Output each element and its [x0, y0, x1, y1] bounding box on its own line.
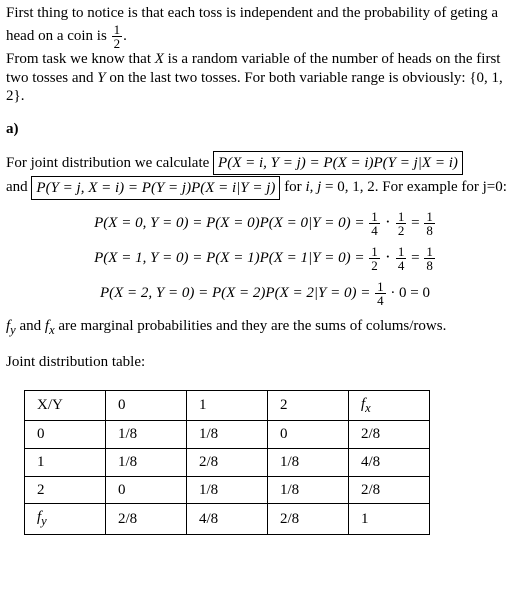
eq1: P(X = 0, Y = 0) = P(X = 0)P(X = 0|Y = 0)…	[6, 210, 524, 237]
num: 1	[424, 210, 435, 224]
cell-header: 1	[187, 390, 268, 421]
formula-lead: For joint distribution we calculate	[6, 155, 213, 171]
cell: 4/8	[349, 448, 430, 476]
cell: 1/8	[106, 448, 187, 476]
eq3: P(X = 2, Y = 0) = P(X = 2)P(X = 2|Y = 0)…	[6, 280, 524, 307]
den: 2	[396, 224, 407, 237]
cell: 0	[268, 421, 349, 449]
cell: 4/8	[187, 504, 268, 535]
boxed-formula-2: P(Y = j, X = i) = P(Y = j)P(X = i|Y = j)	[31, 176, 280, 200]
marginal-rest: are marginal probabilities and they are …	[55, 318, 447, 334]
vals: 0, 1, 2. For example for j=0:	[337, 179, 507, 195]
cell-header: 0	[106, 390, 187, 421]
tail: · 0 = 0	[387, 285, 430, 301]
eq: =	[407, 250, 423, 266]
for: for	[280, 179, 305, 195]
num: 1	[375, 280, 386, 294]
var-Y: Y	[97, 70, 105, 86]
table-row: 2 0 1/8 1/8 2/8	[25, 476, 430, 504]
eq1-lhs: P(X = 0, Y = 0) = P(X = 0)P(X = 0|Y = 0)…	[94, 215, 364, 231]
frac: 14	[369, 210, 380, 237]
and: and	[16, 318, 45, 334]
den: 4	[369, 224, 380, 237]
cell: 0	[25, 421, 106, 449]
frac: 18	[424, 245, 435, 272]
table-row: X/Y 0 1 2 fx	[25, 390, 430, 421]
cell: 1	[349, 504, 430, 535]
cell-header: fy	[25, 504, 106, 535]
intro-paragraph: First thing to notice is that each toss …	[6, 4, 524, 106]
cell-header: 2	[268, 390, 349, 421]
cell: 0	[106, 476, 187, 504]
dot: ·	[381, 212, 395, 231]
eq2-lhs: P(X = 1, Y = 0) = P(X = 1)P(X = 1|Y = 0)…	[94, 250, 364, 266]
cell: 2/8	[349, 421, 430, 449]
cell: 1/8	[106, 421, 187, 449]
den: 8	[424, 224, 435, 237]
formula-para: For joint distribution we calculate P(X …	[6, 151, 524, 200]
table-row: 1 1/8 2/8 1/8 4/8	[25, 448, 430, 476]
cell: 1/8	[268, 476, 349, 504]
table-row: 0 1/8 1/8 0 2/8	[25, 421, 430, 449]
eq: =	[407, 215, 423, 231]
eq3-lhs: P(X = 2, Y = 0) = P(X = 2)P(X = 2|Y = 0)…	[100, 285, 370, 301]
intro-text: First thing to notice is that each toss …	[6, 5, 498, 44]
den: 2	[112, 37, 123, 50]
section-a: a)	[6, 120, 524, 139]
cell: 2/8	[106, 504, 187, 535]
and: and	[6, 179, 31, 195]
num: 1	[369, 245, 380, 259]
den: 4	[396, 259, 407, 272]
num: 1	[369, 210, 380, 224]
period: .	[123, 28, 127, 44]
frac: 12	[396, 210, 407, 237]
eq: =	[321, 179, 337, 195]
ij: i, j	[305, 179, 321, 195]
marginal-note: fy and fx are marginal probabilities and…	[6, 317, 524, 339]
section-label: a)	[6, 121, 19, 137]
half-fraction: 12	[112, 23, 123, 50]
den: 8	[424, 259, 435, 272]
num: 1	[424, 245, 435, 259]
frac: 14	[375, 280, 386, 307]
cell: 1	[25, 448, 106, 476]
frac: 12	[369, 245, 380, 272]
dot: ·	[381, 247, 395, 266]
table-row: fy 2/8 4/8 2/8 1	[25, 504, 430, 535]
intro-text2a: From task we know that	[6, 51, 155, 67]
cell: 2/8	[268, 504, 349, 535]
cell: 1/8	[187, 421, 268, 449]
num: 1	[396, 210, 407, 224]
cell: 2/8	[349, 476, 430, 504]
den: 2	[369, 259, 380, 272]
cell-header: X/Y	[25, 390, 106, 421]
table-caption: Joint distribution table:	[6, 353, 524, 372]
eq2: P(X = 1, Y = 0) = P(X = 1)P(X = 1|Y = 0)…	[6, 245, 524, 272]
cell-header: fx	[349, 390, 430, 421]
den: 4	[375, 294, 386, 307]
cell: 1/8	[187, 476, 268, 504]
frac: 18	[424, 210, 435, 237]
num: 1	[396, 245, 407, 259]
equation-block: P(X = 0, Y = 0) = P(X = 0)P(X = 0|Y = 0)…	[6, 210, 524, 307]
boxed-formula-1: P(X = i, Y = j) = P(X = i)P(Y = j|X = i)	[213, 151, 463, 175]
cell: 1/8	[268, 448, 349, 476]
num: 1	[112, 23, 123, 37]
var-X: X	[155, 51, 164, 67]
frac: 14	[396, 245, 407, 272]
joint-table: X/Y 0 1 2 fx 0 1/8 1/8 0 2/8 1 1/8 2/8 1…	[24, 390, 430, 536]
cell: 2/8	[187, 448, 268, 476]
cell: 2	[25, 476, 106, 504]
intro-text2c: on the last two tosses. For both variabl…	[106, 70, 470, 86]
